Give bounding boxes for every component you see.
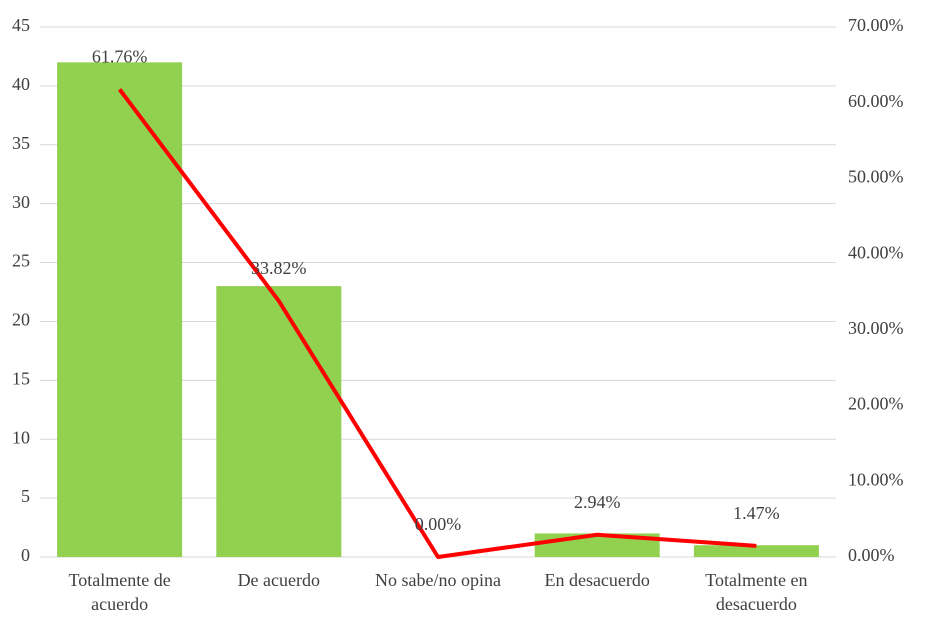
y-tick-label: 45 — [12, 15, 30, 35]
y-tick-label: 25 — [12, 251, 30, 271]
x-tick-label: En desacuerdo — [544, 570, 650, 590]
x-tick-label: Totalmente de acuerdo — [68, 570, 171, 614]
y-tick-label: 0 — [21, 545, 30, 565]
y2-tick-label: 20.00% — [848, 394, 904, 414]
y2-tick-label: 40.00% — [848, 242, 904, 262]
bar — [216, 286, 342, 557]
y-tick-label: 15 — [12, 368, 30, 388]
y2-tick-label: 0.00% — [848, 545, 895, 565]
x-tick-label: No sabe/no opina — [375, 570, 501, 590]
data-label: 33.82% — [251, 258, 307, 278]
y-tick-label: 10 — [12, 427, 30, 447]
x-tick-label: Totalmente en desacuerdo — [705, 570, 808, 614]
data-label: 2.94% — [574, 492, 621, 512]
data-label: 0.00% — [415, 514, 462, 534]
bar — [693, 545, 819, 557]
y2-tick-label: 60.00% — [848, 91, 904, 111]
y-tick-label: 5 — [21, 486, 30, 506]
x-tick-label: De acuerdo — [237, 570, 321, 590]
y-tick-label: 20 — [12, 310, 30, 330]
y2-tick-label: 70.00% — [848, 15, 904, 35]
data-label: 1.47% — [733, 503, 780, 523]
bar — [57, 62, 183, 557]
line — [118, 88, 757, 559]
data-label: 61.76% — [92, 47, 148, 67]
y-tick-label: 40 — [12, 74, 30, 94]
y-tick-label: 35 — [12, 133, 30, 153]
y2-tick-label: 10.00% — [848, 469, 904, 489]
y-tick-label: 30 — [12, 192, 30, 212]
y2-tick-label: 30.00% — [848, 318, 904, 338]
y2-tick-label: 50.00% — [848, 167, 904, 187]
